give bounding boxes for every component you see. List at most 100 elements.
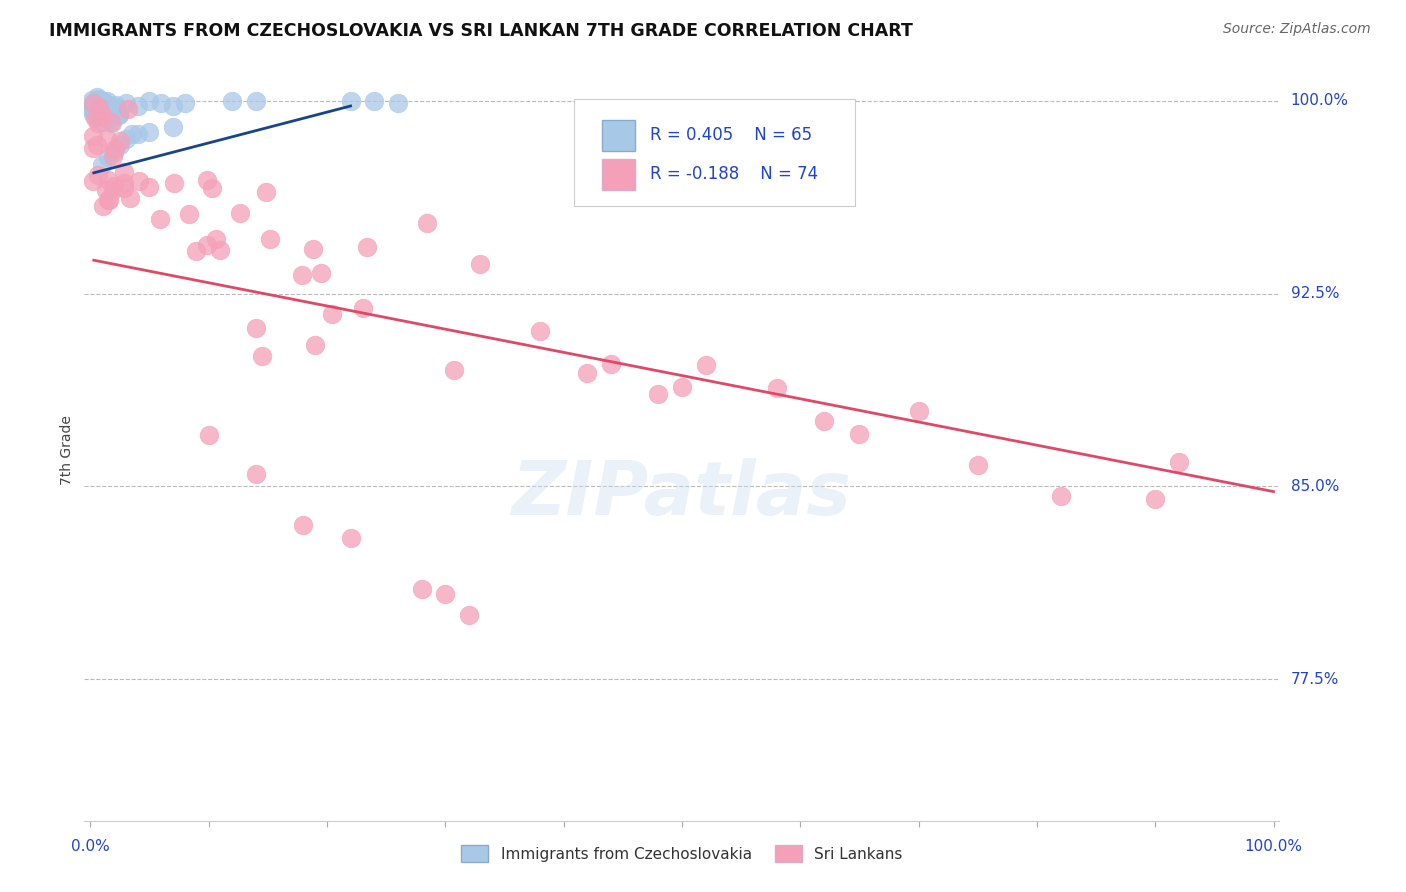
Text: 100.0%: 100.0% (1291, 94, 1348, 108)
Point (105, 97, 128, 112)
Point (112, 176, 135, 190)
Point (90, 115, 112, 129)
Point (91, 94, 114, 108)
Point (108, 137, 131, 152)
Point (104, 142, 127, 156)
Point (101, 116, 124, 130)
Point (302, 242, 325, 256)
Point (671, 380, 693, 394)
Point (245, 94, 267, 108)
Point (434, 587, 457, 601)
Y-axis label: 7th Grade: 7th Grade (60, 416, 75, 485)
Point (107, 107, 129, 121)
Point (86, 100, 108, 114)
Point (184, 244, 207, 259)
Point (91, 158, 114, 172)
Point (352, 301, 374, 315)
Point (87, 97, 110, 112)
Point (83, 99, 105, 113)
Point (138, 94, 160, 108)
Point (96, 97, 118, 112)
Point (197, 428, 219, 442)
Point (458, 607, 481, 622)
Point (82, 100, 104, 114)
Point (765, 381, 787, 395)
Point (128, 174, 150, 188)
Point (93, 103, 115, 118)
Point (91, 199, 114, 213)
Point (162, 99, 184, 113)
Point (205, 232, 228, 246)
Point (221, 94, 243, 108)
Point (647, 386, 669, 401)
Point (108, 134, 131, 148)
Point (966, 458, 988, 472)
Legend: Immigrants from Czechoslovakia, Sri Lankans: Immigrants from Czechoslovakia, Sri Lank… (456, 838, 908, 869)
Point (470, 257, 492, 271)
Point (97, 150, 120, 164)
Point (576, 366, 599, 380)
Point (97, 194, 120, 208)
Point (245, 320, 267, 334)
Point (93, 111, 115, 125)
Point (89, 106, 111, 120)
Point (252, 349, 274, 363)
Point (103, 145, 125, 160)
Point (84, 98, 107, 112)
Point (87, 102, 110, 116)
Point (695, 358, 717, 372)
Point (291, 268, 314, 283)
Point (90, 100, 112, 114)
Point (103, 100, 125, 114)
Point (112, 181, 135, 195)
Point (443, 363, 465, 377)
Point (117, 103, 139, 117)
Text: R = -0.188    N = 74: R = -0.188 N = 74 (650, 165, 818, 184)
Point (101, 184, 124, 198)
Point (138, 125, 160, 139)
Point (229, 206, 252, 220)
Point (96, 132, 118, 146)
Point (86, 90, 108, 104)
Point (195, 173, 218, 187)
Point (195, 237, 218, 252)
Point (90, 98, 112, 112)
Point (339, 531, 361, 545)
Point (101, 149, 124, 163)
Point (90, 98, 112, 112)
Point (848, 427, 870, 442)
Text: ZIPatlas: ZIPatlas (512, 458, 852, 532)
Point (80, 94, 103, 108)
Point (82, 103, 104, 117)
FancyBboxPatch shape (575, 99, 855, 206)
Point (89, 100, 111, 114)
Point (138, 180, 160, 194)
Point (114, 96, 136, 111)
Point (411, 582, 433, 597)
Point (114, 132, 136, 146)
Point (415, 216, 437, 230)
Point (600, 358, 623, 372)
Text: R = 0.405    N = 65: R = 0.405 N = 65 (650, 127, 811, 145)
Point (87, 93, 110, 107)
Point (107, 105, 129, 120)
Point (387, 96, 409, 111)
Text: 77.5%: 77.5% (1291, 672, 1339, 687)
Point (89, 97, 111, 112)
Point (148, 211, 170, 226)
Point (105, 104, 128, 119)
Point (91, 99, 114, 113)
Point (127, 128, 149, 142)
Point (97, 173, 120, 187)
Point (86, 94, 108, 108)
Point (86, 110, 108, 124)
Point (163, 176, 186, 190)
Point (83, 95, 105, 110)
Point (103, 179, 125, 194)
Point (84, 96, 107, 111)
Point (177, 206, 200, 220)
Point (94, 183, 117, 197)
Point (1167, 455, 1189, 469)
Point (112, 165, 135, 179)
Point (98, 111, 121, 125)
